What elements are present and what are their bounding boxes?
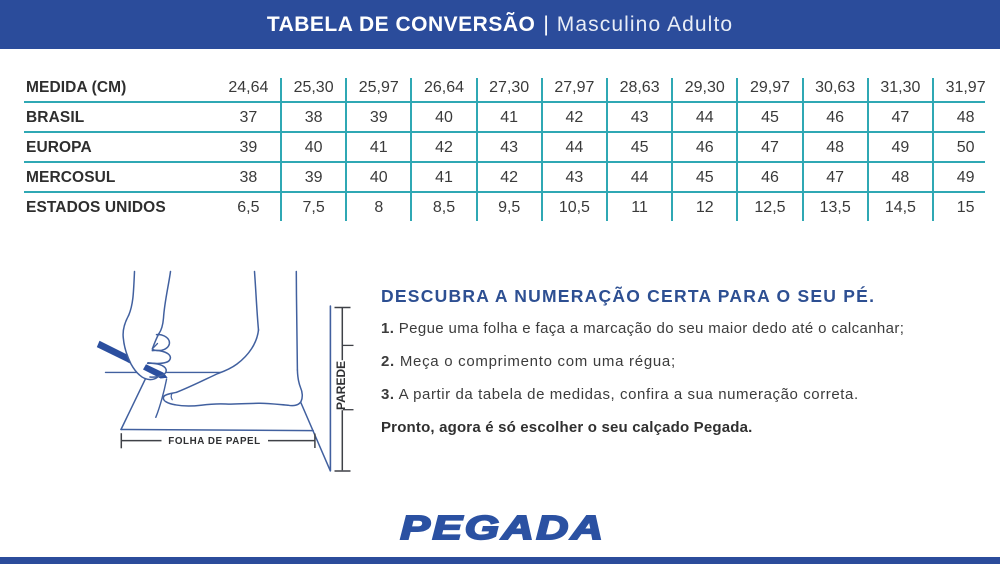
svg-text:PAREDE: PAREDE — [334, 361, 348, 410]
svg-text:FOLHA DE PAPEL: FOLHA DE PAPEL — [168, 436, 260, 447]
svg-text:PEGADA: PEGADA — [400, 510, 605, 546]
